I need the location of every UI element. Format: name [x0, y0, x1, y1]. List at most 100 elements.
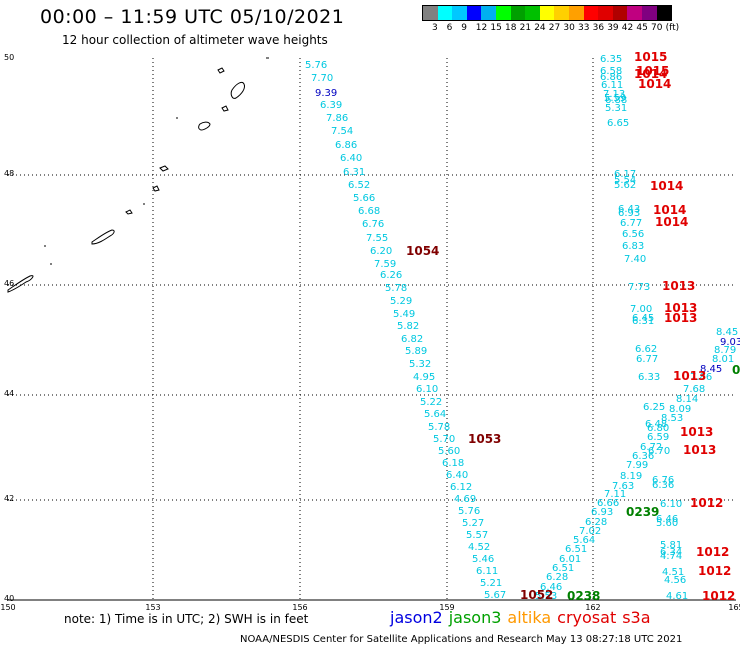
legend-label: 30	[563, 23, 575, 33]
lat-tick-label: 46	[4, 279, 14, 288]
wave-height-value: 6.66	[597, 498, 619, 509]
legend-swatch	[656, 6, 672, 20]
wave-height-value: 8.79	[714, 345, 736, 356]
wave-height-value: 6.46	[540, 582, 562, 593]
wave-height-value: 1013	[683, 443, 716, 457]
legend-swatch	[641, 6, 657, 20]
wave-height-value: 4.51	[662, 567, 684, 578]
legend-swatch	[495, 6, 511, 20]
wave-height-value: 6.48	[645, 419, 667, 430]
wave-height-value: 6.35	[600, 54, 622, 65]
legend-label: 36	[592, 23, 605, 33]
wave-height-value: 1013	[662, 279, 695, 293]
wave-height-value: 1013	[664, 301, 697, 315]
wave-height-value: 6.36	[652, 480, 674, 491]
wave-height-value: 1013	[680, 425, 713, 439]
legend-swatches	[422, 5, 673, 21]
wave-height-value: 6.28	[585, 517, 607, 528]
wave-height-value: 6.51	[552, 563, 574, 574]
legend-swatch	[481, 6, 496, 20]
satellite-name: s3a	[622, 608, 651, 627]
wave-height-value: 5.60	[656, 518, 678, 529]
wave-height-value: 6.51	[565, 544, 587, 555]
wave-height-value: 7.86	[690, 372, 712, 383]
wave-height-value: 6.46	[656, 514, 678, 525]
map-subtitle: 12 hour collection of altimeter wave hei…	[62, 33, 328, 47]
wave-height-value: 6.17	[614, 169, 636, 180]
wave-height-value: 6.88	[605, 95, 627, 106]
legend-label: 39	[607, 23, 619, 33]
wave-height-value: 1013	[664, 311, 697, 325]
wave-height-value: 6.58	[600, 66, 622, 77]
wave-height-value: 7.59	[374, 259, 396, 270]
wave-height-value: 6.40	[340, 153, 362, 164]
wave-height-value: 6.01	[559, 554, 581, 565]
wave-height-value: 5.53	[535, 591, 557, 602]
map-title: 00:00 – 11:59 UTC 05/10/2021	[40, 6, 345, 28]
legend-swatch	[466, 6, 482, 20]
legend-swatch	[452, 6, 467, 20]
wave-height-value: 1014	[634, 67, 667, 81]
legend-label: 6	[446, 23, 453, 33]
legend-swatch	[627, 6, 642, 20]
wave-height-value: 6.76	[652, 475, 674, 486]
wave-height-value: 6.86	[335, 140, 357, 151]
satellite-legend: jason2 jason3 altika cryosat s3a	[390, 608, 657, 627]
wave-height-value: 6.77	[636, 354, 658, 365]
track-labels: 5.76 7.70 6.39 7.86 7.54 6.86 6.40 6.31 6.52 5.66…	[305, 50, 740, 603]
wave-height-value: 5.49	[393, 309, 415, 320]
wave-height-value: 1052	[520, 588, 553, 602]
wave-height-value: 5.31	[605, 103, 627, 114]
wave-height-value: 6.62	[635, 344, 657, 355]
lon-tick-label: 162	[585, 603, 600, 612]
wave-height-value: 6.86	[600, 72, 622, 83]
wave-height-value: 4.52	[468, 542, 490, 553]
wave-height-value: 6.83	[622, 241, 644, 252]
lon-tick-label: 159	[439, 603, 454, 612]
wave-height-value: 6.26	[380, 270, 402, 281]
wave-height-value: 1012	[690, 496, 723, 510]
coastline	[7, 57, 269, 293]
wave-height-value: 5.32	[409, 359, 431, 370]
color-legend: 3 6 9 12 15 18 21 24 27 30 33 36 39 42 45 70 (ft)	[422, 5, 679, 33]
wave-height-value: 7.11	[604, 489, 626, 500]
wave-height-value: 6.77	[620, 218, 642, 229]
wave-height-value: 7.54	[331, 126, 353, 137]
wave-height-value: 6.28	[546, 572, 568, 583]
wave-height-value: 1013	[673, 369, 706, 383]
legend-label: 21	[519, 23, 532, 33]
legend-label: 42	[621, 23, 634, 33]
wave-height-value: 8.19	[620, 471, 642, 482]
wave-height-value: 5.76	[305, 60, 327, 71]
wave-height-value: 5.62	[614, 180, 636, 191]
legend-label: (ft)	[665, 23, 680, 33]
wave-height-value: 6.72	[640, 442, 662, 453]
wave-height-value: 5.76	[458, 506, 480, 517]
wave-height-value: 6.20	[370, 246, 392, 257]
wave-height-value: 1012	[702, 589, 735, 603]
wave-height-value: 1053	[468, 432, 501, 446]
lat-tick-label: 42	[4, 494, 14, 503]
wave-height-value: 5.22	[420, 397, 442, 408]
wave-height-value: 1012	[696, 545, 729, 559]
legend-labels: 3 6 9 12 15 18 21 24 27 30 33 36 39 42 45 70 (ft)	[422, 21, 679, 33]
wave-height-value: 1014	[650, 179, 683, 193]
wave-height-value: 5.66	[353, 193, 375, 204]
lat-lon-grid	[8, 58, 736, 601]
wave-height-value: 1015	[634, 50, 667, 64]
wave-height-value: 6.11	[476, 566, 498, 577]
wave-height-value: 0238	[567, 589, 600, 603]
wave-height-value: 5.64	[424, 409, 446, 420]
wave-height-value: 4.61	[666, 591, 688, 602]
lat-tick-label: 50	[4, 53, 14, 62]
wave-height-value: 6.36	[632, 451, 654, 462]
wave-height-value: 7.02	[579, 526, 601, 537]
footer-credit: NOAA/NESDIS Center for Satellite Applica…	[240, 634, 683, 645]
wave-height-value: 7.40	[624, 254, 646, 265]
wave-height-value: 4.95	[413, 372, 435, 383]
wave-height-value: 6.31	[632, 316, 654, 327]
wave-height-value: 4.56	[664, 575, 686, 586]
axis-ticks: 150 153 156 159 162 165 50 48 46 44 42 40	[0, 53, 740, 612]
wave-height-value: 5.81	[660, 540, 682, 551]
lat-tick-label: 48	[4, 169, 14, 178]
